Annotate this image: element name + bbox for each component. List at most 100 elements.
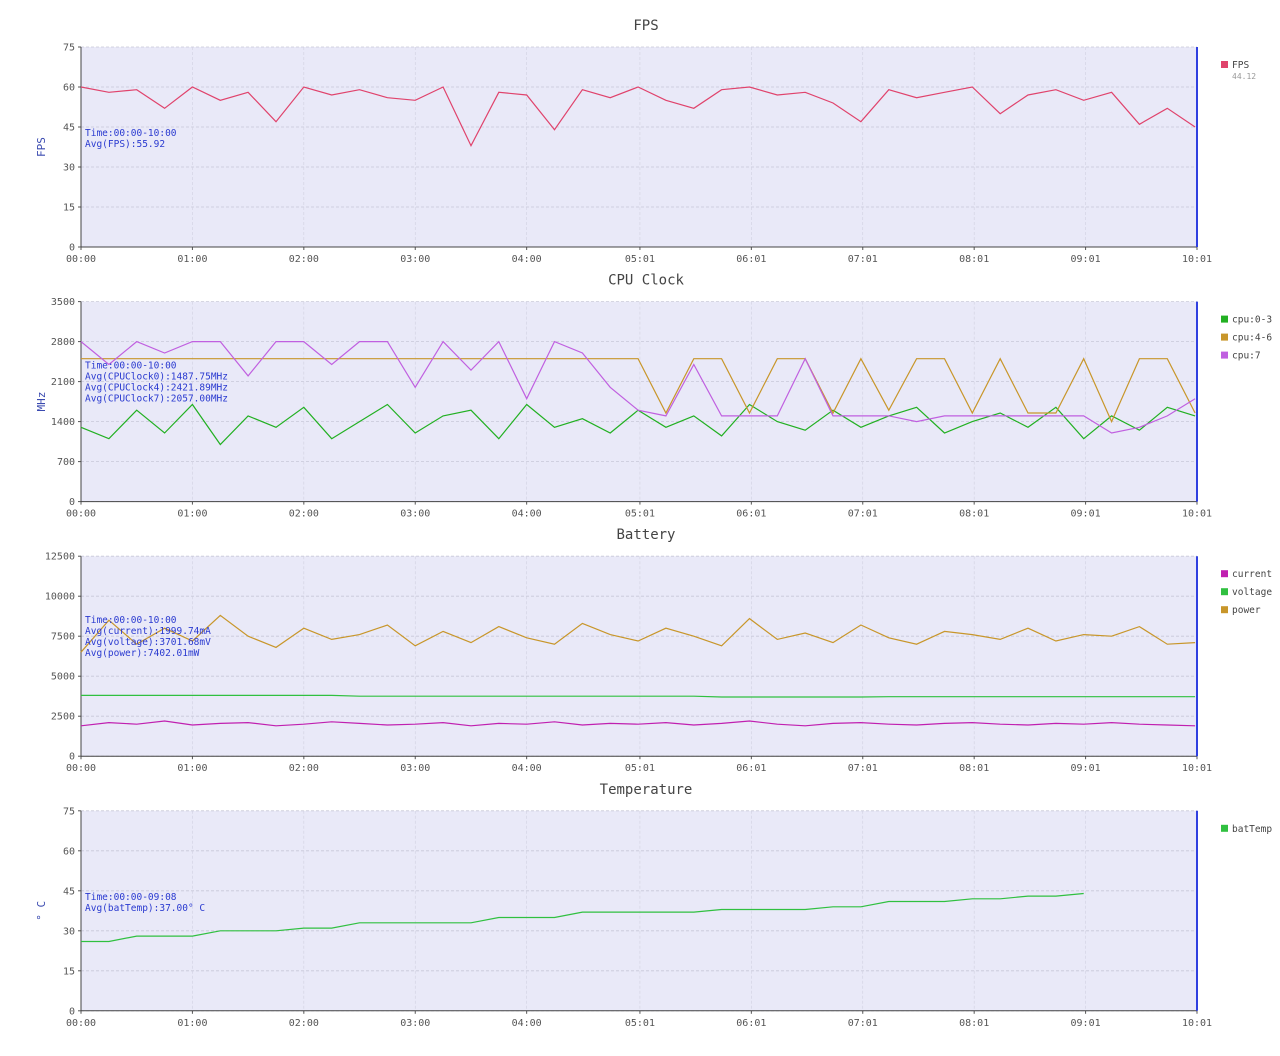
y-tick-label: 0 (69, 243, 75, 254)
x-tick-label: 07:01 (848, 763, 878, 774)
x-tick-label: 01:00 (177, 1018, 207, 1029)
series-line (81, 892, 1084, 943)
legend-label[interactable]: cpu:7 (1232, 351, 1261, 362)
series-line (80, 86, 1196, 148)
x-tick-label: 04:00 (512, 1018, 542, 1029)
x-tick-label: 00:00 (66, 254, 96, 265)
x-tick-label: 01:00 (177, 509, 207, 520)
series-line (81, 694, 1196, 698)
x-tick-label: 00:00 (66, 509, 96, 520)
legend-label[interactable]: cpu:0-3 (1232, 315, 1272, 326)
legend-label[interactable]: batTemp (1232, 824, 1272, 835)
x-tick-label: 07:01 (848, 509, 878, 520)
series-line (81, 357, 1196, 424)
y-tick-label: 10000 (45, 592, 75, 603)
y-tick-label: 2100 (51, 377, 75, 388)
legend-swatch (1221, 824, 1228, 832)
chart-title: Battery (616, 527, 675, 543)
x-tick-label: 08:01 (959, 509, 989, 520)
legend-label[interactable]: power (1232, 605, 1261, 616)
legend-swatch (1221, 570, 1228, 578)
annotation: Time:00:00-10:00 (85, 128, 177, 139)
x-tick-label: 02:00 (289, 509, 319, 520)
chart-title: Temperature (600, 782, 693, 798)
x-tick-label: 10:01 (1182, 509, 1212, 520)
chart-title: CPU Clock (608, 273, 684, 289)
x-tick-label: 00:00 (66, 1018, 96, 1029)
x-tick-label: 04:00 (512, 509, 542, 520)
x-tick-label: 01:00 (177, 763, 207, 774)
y-tick-label: 60 (63, 846, 75, 857)
annotation: Avg(batTemp):37.00° C (85, 903, 205, 914)
series-line (80, 720, 1196, 727)
x-tick-label: 05:01 (625, 763, 655, 774)
annotation: Avg(CPUClock0):1487.75MHz (85, 372, 228, 383)
legend-swatch (1221, 61, 1228, 68)
annotation: Avg(CPUClock7):2057.00MHz (85, 394, 228, 405)
y-tick-label: 2500 (51, 712, 75, 723)
x-tick-label: 10:01 (1182, 763, 1212, 774)
legend-value: 44.12 (1232, 72, 1256, 81)
x-tick-label: 08:01 (959, 1018, 989, 1029)
y-tick-label: 3500 (51, 297, 75, 308)
series-line (80, 340, 1196, 434)
x-tick-label: 09:01 (1071, 254, 1101, 265)
y-axis-label: ° C (35, 901, 48, 921)
legend-label[interactable]: cpu:4-6 (1232, 333, 1272, 344)
legend-label[interactable]: FPS (1232, 60, 1249, 71)
annotation: Avg(current):1999.74mA (85, 626, 211, 637)
legend-swatch (1221, 351, 1228, 359)
y-tick-label: 15 (63, 203, 75, 214)
y-tick-label: 2800 (51, 337, 75, 348)
legend-label[interactable]: voltage (1232, 587, 1272, 598)
y-tick-label: 0 (69, 752, 75, 763)
x-tick-label: 06:01 (736, 763, 766, 774)
x-tick-label: 03:00 (400, 254, 430, 265)
x-tick-label: 07:01 (848, 1018, 878, 1029)
plot-area (81, 556, 1197, 757)
x-tick-label: 05:01 (625, 254, 655, 265)
y-tick-label: 700 (57, 457, 75, 468)
legend-swatch (1221, 315, 1228, 323)
legend-swatch (1221, 588, 1228, 596)
legend-swatch (1221, 333, 1228, 341)
legend-swatch (1221, 606, 1228, 614)
chart-title: FPS (633, 18, 658, 34)
y-tick-label: 7500 (51, 632, 75, 643)
x-tick-label: 08:01 (959, 254, 989, 265)
y-tick-label: 75 (63, 806, 75, 817)
x-tick-label: 02:00 (289, 1018, 319, 1029)
x-tick-label: 04:00 (512, 763, 542, 774)
y-axis-label: MHz (35, 392, 48, 412)
x-tick-label: 09:01 (1071, 509, 1101, 520)
y-tick-label: 0 (69, 497, 75, 508)
x-tick-label: 05:01 (625, 1018, 655, 1029)
x-tick-label: 01:00 (177, 254, 207, 265)
series-line (80, 614, 1196, 653)
annotation: Avg(voltage):3701.68mV (85, 637, 211, 648)
x-tick-label: 05:01 (625, 509, 655, 520)
x-tick-label: 03:00 (400, 509, 430, 520)
x-tick-label: 10:01 (1182, 1018, 1212, 1029)
x-tick-label: 03:00 (400, 763, 430, 774)
legend-label[interactable]: current (1232, 569, 1272, 580)
annotation: Time:00:00-10:00 (85, 615, 177, 626)
y-tick-label: 45 (63, 886, 75, 897)
y-tick-label: 45 (63, 123, 75, 134)
x-tick-label: 06:01 (736, 1018, 766, 1029)
y-tick-label: 5000 (51, 672, 75, 683)
x-tick-label: 08:01 (959, 763, 989, 774)
y-tick-label: 15 (63, 966, 75, 977)
y-tick-label: 12500 (45, 552, 75, 563)
plot-area (81, 301, 1197, 502)
plot-area (81, 810, 1197, 1011)
annotation: Time:00:00-09:08 (85, 892, 177, 903)
y-tick-label: 0 (69, 1006, 75, 1017)
annotation: Time:00:00-10:00 (85, 361, 177, 372)
annotation: Avg(CPUClock4):2421.89MHz (85, 383, 228, 394)
y-tick-label: 60 (63, 83, 75, 94)
y-tick-label: 1400 (51, 417, 75, 428)
x-tick-label: 03:00 (400, 1018, 430, 1029)
x-tick-label: 02:00 (289, 763, 319, 774)
